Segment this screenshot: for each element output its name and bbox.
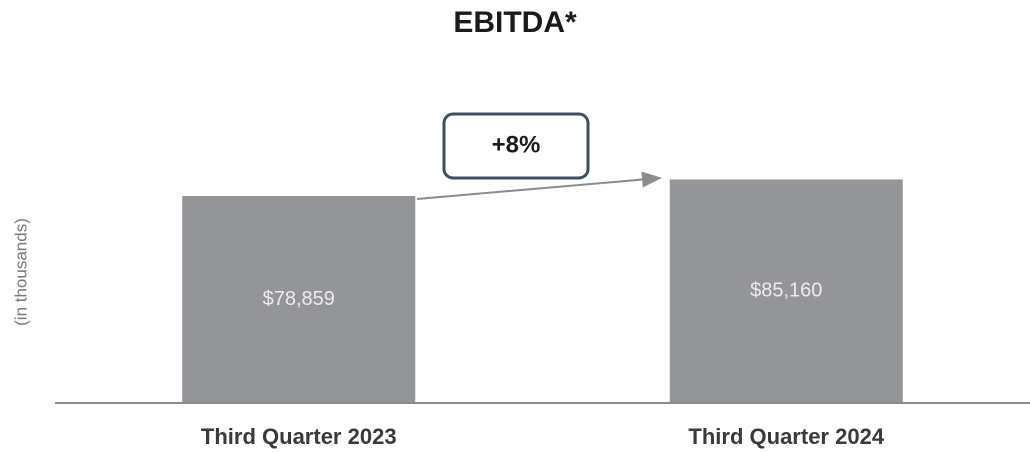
x-tick-label: Third Quarter 2023	[201, 424, 397, 449]
value-label: $78,859	[263, 288, 335, 310]
annotation-box	[442, 112, 590, 180]
annotation: +8%	[492, 131, 541, 158]
chart-title: EBITDA*	[453, 6, 577, 39]
bar	[182, 195, 416, 403]
bar	[669, 179, 903, 403]
value-label: $85,160	[750, 280, 822, 302]
growth-arrow	[416, 171, 662, 200]
x-tick-label: Third Quarter 2024	[688, 424, 884, 449]
y-axis-label: (in thousands)	[11, 218, 30, 326]
